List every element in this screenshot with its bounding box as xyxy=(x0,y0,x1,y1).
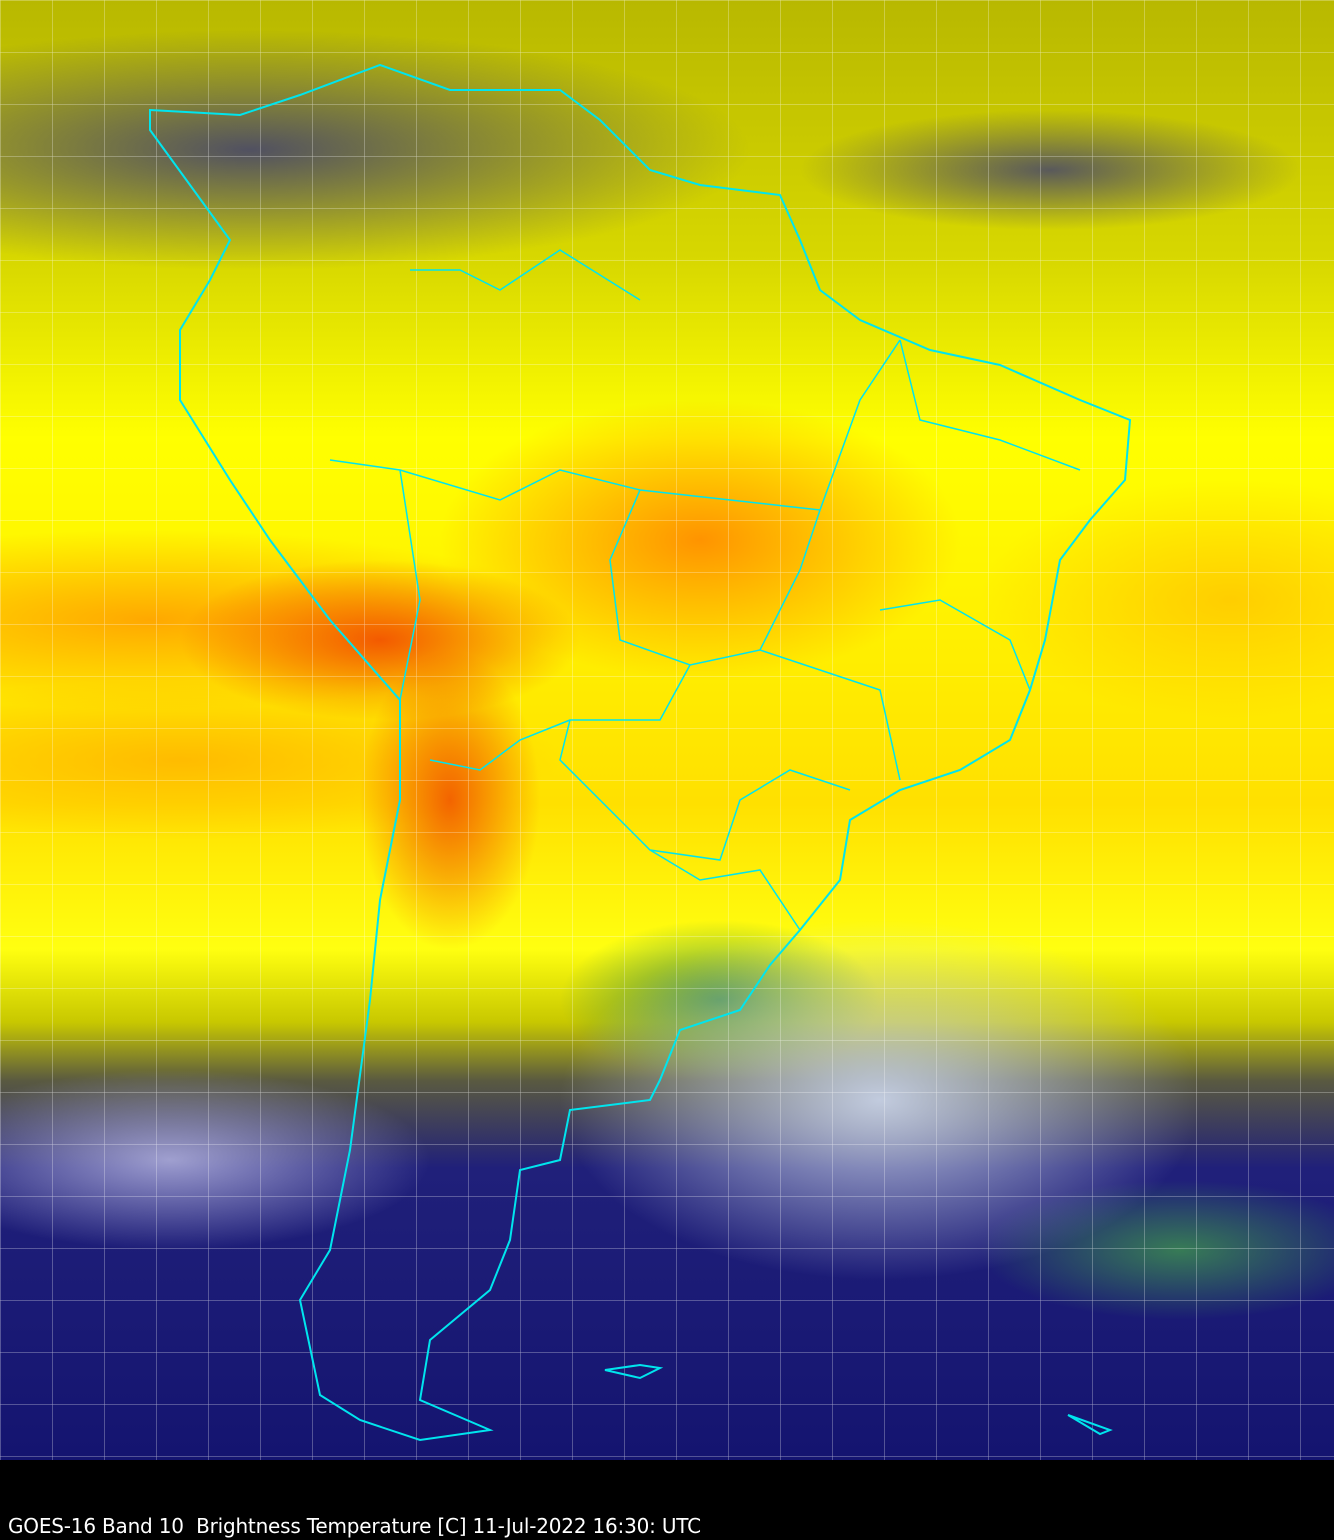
south-america-outline xyxy=(149,63,1132,1442)
falkland-islands xyxy=(604,1363,664,1380)
country-borders xyxy=(149,63,1132,1442)
image-caption: GOES-16 Band 10 Brightness Temperature [… xyxy=(8,1514,701,1538)
interior-borders xyxy=(329,249,1081,931)
lat-lon-grid xyxy=(0,0,1334,1460)
satellite-imagery xyxy=(0,0,1334,1460)
south-georgia xyxy=(1067,1414,1113,1436)
